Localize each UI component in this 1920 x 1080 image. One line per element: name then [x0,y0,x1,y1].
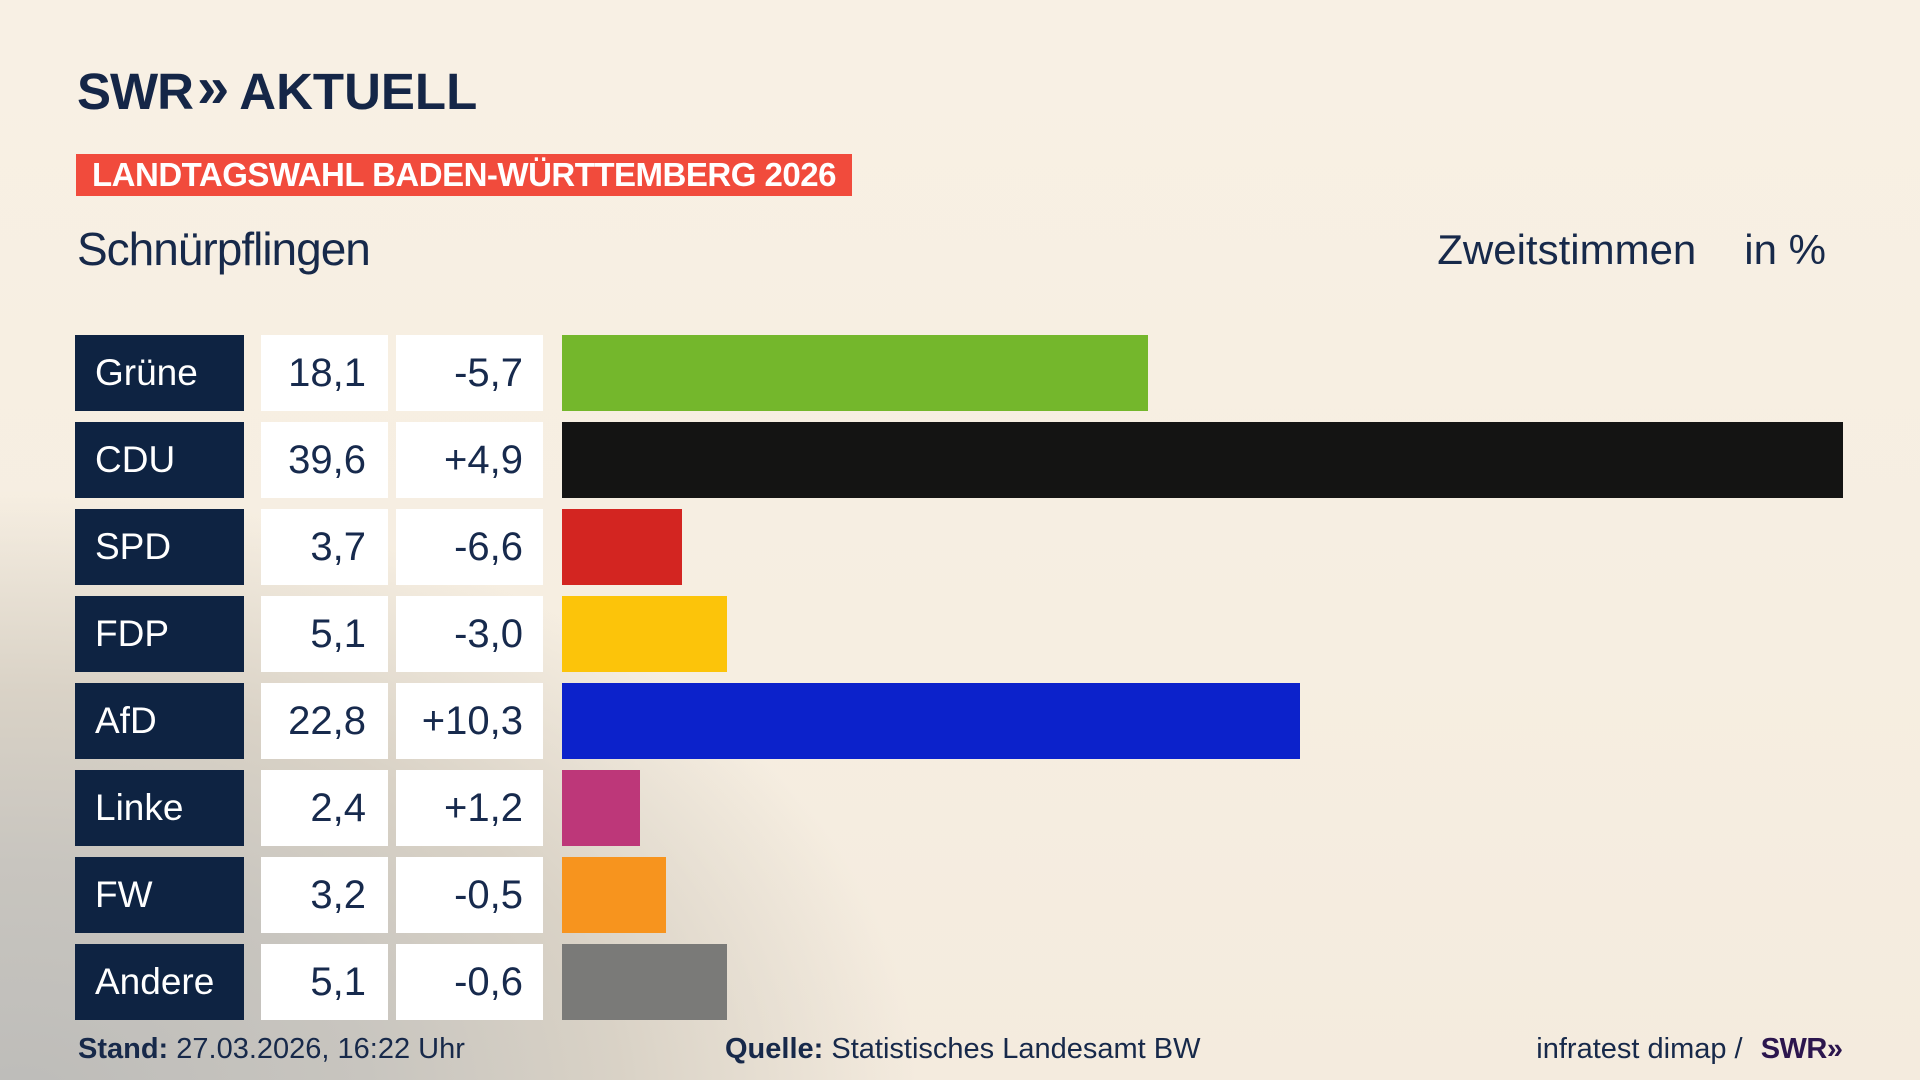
result-bar [562,857,666,933]
election-banner: LANDTAGSWAHL BADEN-WÜRTTEMBERG 2026 [76,154,852,196]
results-table: Grüne 18,1 -5,7 CDU 39,6 +4,9 SPD 3,7 -6… [75,335,1843,1031]
measure-heading: Zweitstimmen in % [1437,226,1826,274]
change-cell: -0,6 [396,944,543,1020]
measure-label: Zweitstimmen [1437,226,1697,273]
table-row: SPD 3,7 -6,6 [75,509,1843,585]
party-label: Linke [75,770,244,846]
swr-logo-text: SWR [77,63,194,120]
municipality-title: Schnürpflingen [77,223,371,275]
source-label: Quelle: [725,1033,824,1065]
bar-area [562,770,1843,846]
table-row: CDU 39,6 +4,9 [75,422,1843,498]
party-label: Andere [75,944,244,1020]
table-row: Linke 2,4 +1,2 [75,770,1843,846]
result-bar [562,683,1300,759]
table-row: FDP 5,1 -3,0 [75,596,1843,672]
value-cell: 5,1 [261,944,388,1020]
table-row: FW 3,2 -0,5 [75,857,1843,933]
data-source: Quelle: Statistisches Landesamt BW [725,1031,1200,1067]
value-cell: 2,4 [261,770,388,846]
change-cell: +1,2 [396,770,543,846]
result-bar [562,335,1148,411]
bar-area [562,335,1843,411]
party-label: FW [75,857,244,933]
party-label: CDU [75,422,244,498]
value-cell: 39,6 [261,422,388,498]
credit-text: infratest dimap / [1536,1033,1743,1065]
change-cell: +4,9 [396,422,543,498]
bar-area [562,683,1843,759]
stand-label: Stand: [78,1033,169,1065]
result-bar [562,770,640,846]
table-row: Andere 5,1 -0,6 [75,944,1843,1020]
party-label: SPD [75,509,244,585]
aktuell-logo-text: AKTUELL [239,63,478,120]
value-cell: 18,1 [261,335,388,411]
party-label: FDP [75,596,244,672]
double-chevron-icon: » [196,54,229,120]
value-cell: 3,7 [261,509,388,585]
result-bar [562,509,682,585]
bar-area [562,509,1843,585]
unit-label: in % [1744,226,1826,273]
source-value: Statistisches Landesamt BW [831,1033,1201,1065]
change-cell: -3,0 [396,596,543,672]
change-cell: +10,3 [396,683,543,759]
bar-area [562,857,1843,933]
stand-value: 27.03.2026, 16:22 Uhr [176,1033,465,1065]
table-row: AfD 22,8 +10,3 [75,683,1843,759]
bar-area [562,596,1843,672]
value-cell: 5,1 [261,596,388,672]
swr-footer-logo: SWR» [1761,1033,1843,1065]
change-cell: -6,6 [396,509,543,585]
credit: infratest dimap / SWR» [1536,1031,1843,1067]
footer: Stand: 27.03.2026, 16:22 Uhr Quelle: Sta… [0,1031,1920,1071]
change-cell: -0,5 [396,857,543,933]
footer-chevron-icon: » [1826,1033,1843,1065]
value-cell: 3,2 [261,857,388,933]
table-row: Grüne 18,1 -5,7 [75,335,1843,411]
party-label: Grüne [75,335,244,411]
swr-aktuell-logo: SWR » AKTUELL [77,54,478,121]
timestamp: Stand: 27.03.2026, 16:22 Uhr [78,1031,465,1067]
value-cell: 22,8 [261,683,388,759]
bar-area [562,422,1843,498]
result-bar [562,422,1843,498]
change-cell: -5,7 [396,335,543,411]
party-label: AfD [75,683,244,759]
result-bar [562,596,727,672]
bar-area [562,944,1843,1020]
result-bar [562,944,727,1020]
